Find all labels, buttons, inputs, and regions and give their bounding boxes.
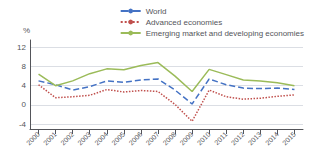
svg-text:2012: 2012 xyxy=(230,130,246,146)
svg-text:2008: 2008 xyxy=(162,130,178,146)
svg-text:2006: 2006 xyxy=(127,130,143,146)
svg-text:2015: 2015 xyxy=(281,130,297,146)
svg-text:2000: 2000 xyxy=(25,130,41,146)
svg-text:Emerging market and developing: Emerging market and developing economies xyxy=(146,29,304,38)
svg-text:2011: 2011 xyxy=(213,130,229,146)
svg-text:%: % xyxy=(23,26,30,35)
svg-text:2009: 2009 xyxy=(179,130,195,146)
svg-text:2013: 2013 xyxy=(247,130,263,146)
svg-text:2002: 2002 xyxy=(59,130,75,146)
svg-text:2010: 2010 xyxy=(196,130,212,146)
svg-text:8: 8 xyxy=(22,62,27,71)
svg-text:World: World xyxy=(146,7,167,16)
svg-text:2005: 2005 xyxy=(110,130,126,146)
svg-text:2014: 2014 xyxy=(264,130,280,146)
svg-text:Advanced economies: Advanced economies xyxy=(146,18,223,27)
svg-text:4: 4 xyxy=(22,81,27,90)
svg-text:2007: 2007 xyxy=(145,130,161,146)
svg-text:2003: 2003 xyxy=(76,130,92,146)
svg-text:2001: 2001 xyxy=(42,130,58,146)
svg-text:2004: 2004 xyxy=(93,130,109,146)
svg-text:0: 0 xyxy=(22,100,27,109)
svg-text:12: 12 xyxy=(17,43,26,52)
svg-text:-4: -4 xyxy=(19,120,27,129)
